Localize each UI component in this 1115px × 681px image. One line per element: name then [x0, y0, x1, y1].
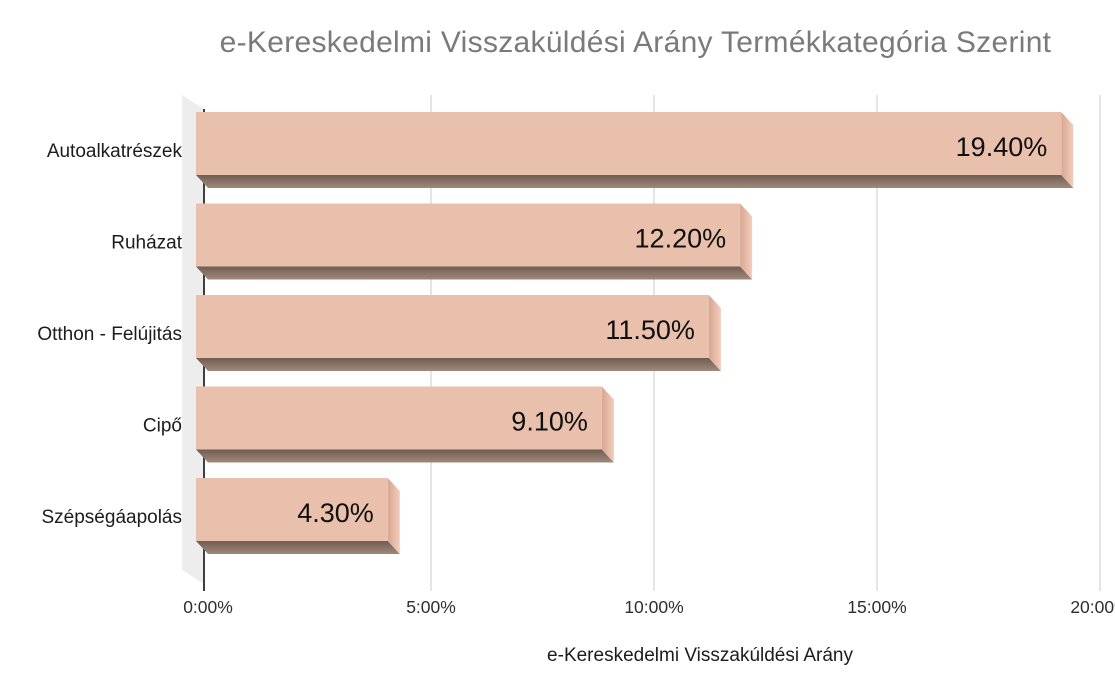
x-tick-label: 5:00% — [406, 597, 456, 617]
bar-bottom-face — [196, 358, 721, 371]
bar-1 — [196, 203, 741, 267]
category-label: Autoalkatrészek — [47, 141, 183, 162]
bar-bottom-face — [196, 266, 753, 280]
bar-2 — [196, 295, 709, 358]
bar-value-label: 11.50% — [605, 315, 695, 345]
category-label: Cipő — [143, 416, 182, 437]
bar-side-face — [708, 295, 721, 371]
category-label: Szépségáapolás — [42, 507, 183, 528]
bar-value-label: 4.30% — [297, 498, 374, 528]
bar-side-face — [1061, 112, 1074, 188]
x-tick-label: 10:00% — [624, 597, 683, 617]
bar-bottom-face — [196, 175, 1074, 188]
chart-title: e-Kereskedelmi Visszaküldési Arány Termé… — [219, 26, 1052, 59]
bar-side-face — [601, 386, 614, 463]
bar-value-label: 19.40% — [956, 132, 1048, 162]
x-tick-label: 15:00% — [847, 597, 906, 617]
category-label: Otthon - Felújitás — [37, 324, 182, 345]
x-tick-label: 20:00% — [1070, 597, 1115, 617]
bar-0 — [196, 112, 1062, 175]
bar-side-face — [740, 203, 753, 280]
bar-bottom-face — [196, 449, 614, 463]
bar-value-label: 9.10% — [511, 407, 588, 437]
bar-4 — [196, 478, 388, 541]
x-tick-label: 0:00% — [183, 597, 233, 617]
bar-3 — [196, 386, 602, 450]
x-axis-title: e-Kereskedelmi Visszakúldési Arány — [547, 645, 853, 666]
bar-bottom-face — [196, 541, 400, 554]
bar-value-label: 12.20% — [635, 224, 727, 254]
category-label: Ruházat — [111, 233, 182, 254]
bar-side-face — [387, 478, 400, 554]
